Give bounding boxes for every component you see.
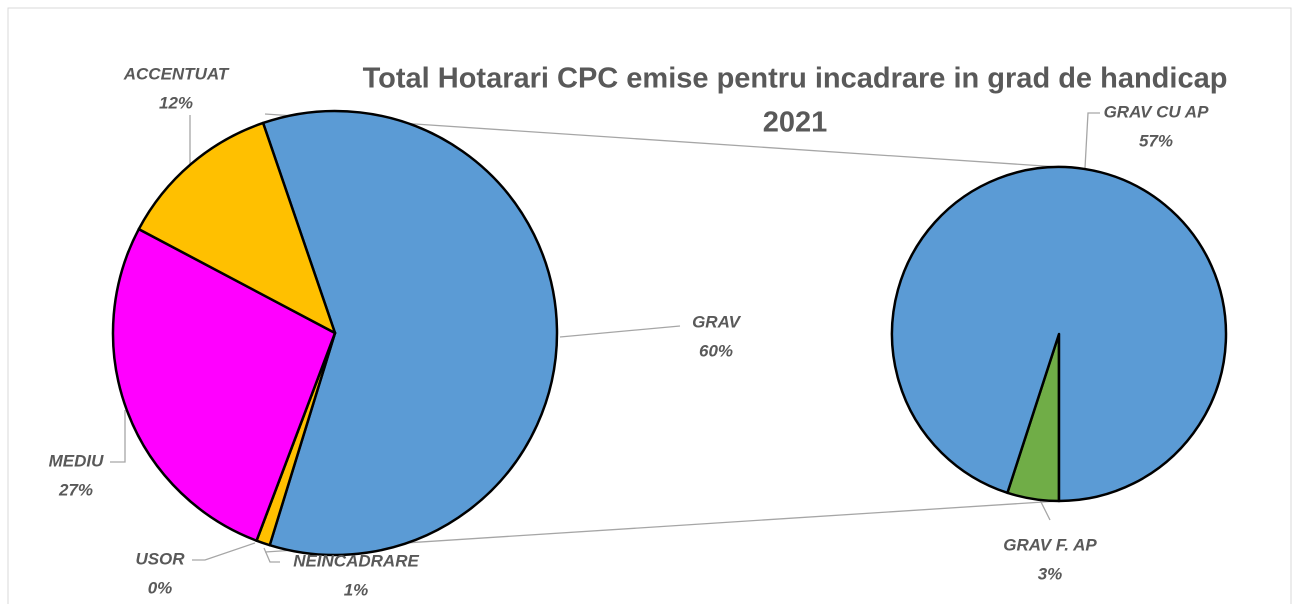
pie-slice [111, 227, 337, 542]
leader-line [263, 547, 280, 563]
pie-slice [890, 165, 1228, 503]
leader-line [192, 542, 256, 561]
slice-value-label: 12% [159, 93, 193, 112]
pie-slice [137, 121, 337, 335]
chart-title: Total Hotarari CPC emise pentru incadrar… [363, 63, 1228, 95]
leader-line [1039, 499, 1051, 521]
leader-line [1084, 112, 1100, 169]
slice-label: ACCENTUAT [123, 64, 230, 83]
slice-label: MEDIU [49, 451, 105, 470]
chart-title: 2021 [763, 107, 828, 139]
slice-value-label: 60% [699, 341, 733, 360]
slice-label: GRAV [692, 312, 742, 331]
leader-line [559, 325, 681, 338]
slice-value-label: 1% [344, 580, 369, 599]
slice-value-label: 27% [58, 480, 93, 499]
slice-label: GRAV CU AP [1104, 102, 1210, 121]
slice-label: NEINCADRARE [293, 551, 419, 570]
slice-value-label: 0% [148, 578, 173, 597]
leader-line [110, 410, 126, 463]
slice-value-label: 3% [1038, 564, 1063, 583]
pie-slice [261, 109, 559, 557]
slice-value-label: 57% [1139, 131, 1173, 150]
slice-label: GRAV F. AP [1003, 535, 1097, 554]
slice-label: USOR [135, 549, 185, 568]
